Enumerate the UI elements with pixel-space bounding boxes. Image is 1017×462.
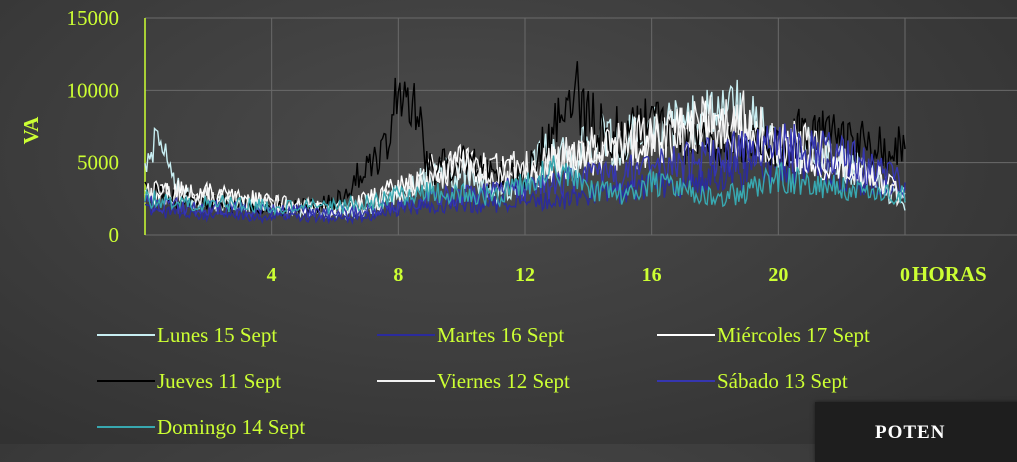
x-tick-label: 20: [768, 264, 788, 286]
series-line-7: [144, 155, 906, 217]
x-axis-title: HORAS: [912, 262, 987, 286]
legend-label: Sábado 13 Sept: [717, 368, 848, 393]
legend-item: Miércoles 17 Sept: [657, 323, 937, 348]
legend-swatch: [377, 334, 435, 336]
y-tick-label: 0: [109, 223, 120, 247]
legend-label: Lunes 15 Sept: [157, 322, 278, 347]
legend-label: Miércoles 17 Sept: [717, 322, 870, 347]
legend-item: Sábado 13 Sept: [657, 369, 937, 394]
legend-label: Martes 16 Sept: [437, 322, 565, 347]
legend-swatch: [97, 380, 155, 382]
y-tick-label: 15000: [67, 6, 120, 30]
y-tick-label: 5000: [77, 151, 119, 175]
y-tick-label: 10000: [67, 78, 120, 102]
legend-item: Lunes 15 Sept: [97, 323, 377, 348]
x-tick-label: 16: [642, 264, 662, 286]
series-lines: [144, 61, 906, 225]
legend-label: Viernes 12 Sept: [437, 368, 570, 393]
chart: 0 5000 10000 15000 4 8 12 16 20 0 VA HORAS: [19, 6, 1017, 286]
legend-row: Lunes 15 Sept Martes 16 Sept Miércoles 17 …: [97, 312, 997, 358]
x-tick-label: 12: [515, 264, 535, 286]
title-callout-box: POTEN: [815, 402, 1017, 462]
legend-swatch: [97, 334, 155, 336]
legend-item: Domingo 14 Sept: [97, 415, 377, 440]
legend-row: Domingo 14 Sept: [97, 404, 997, 450]
legend-label: Domingo 14 Sept: [157, 414, 306, 439]
legend-item: Viernes 12 Sept: [377, 369, 657, 394]
tick-labels: 0 5000 10000 15000 4 8 12 16 20 0: [67, 6, 911, 286]
legend-swatch: [657, 380, 715, 382]
legend-row: Jueves 11 Sept Viernes 12 Sept Sábado 13 S…: [97, 358, 997, 404]
legend-swatch: [97, 426, 155, 428]
y-axis-title: VA: [19, 116, 43, 144]
legend-item: Jueves 11 Sept: [97, 369, 377, 394]
legend-swatch: [657, 334, 715, 336]
x-tick-label: 4: [267, 264, 277, 286]
legend-item: Martes 16 Sept: [377, 323, 657, 348]
x-tick-label: 8: [393, 264, 403, 286]
legend: Lunes 15 Sept Martes 16 Sept Miércoles 17 …: [97, 312, 997, 450]
series-line-6: [144, 123, 906, 221]
legend-swatch: [377, 380, 435, 382]
x-tick-label: 0: [900, 264, 910, 286]
legend-label: Jueves 11 Sept: [157, 368, 282, 393]
callout-text: POTEN: [875, 422, 946, 443]
